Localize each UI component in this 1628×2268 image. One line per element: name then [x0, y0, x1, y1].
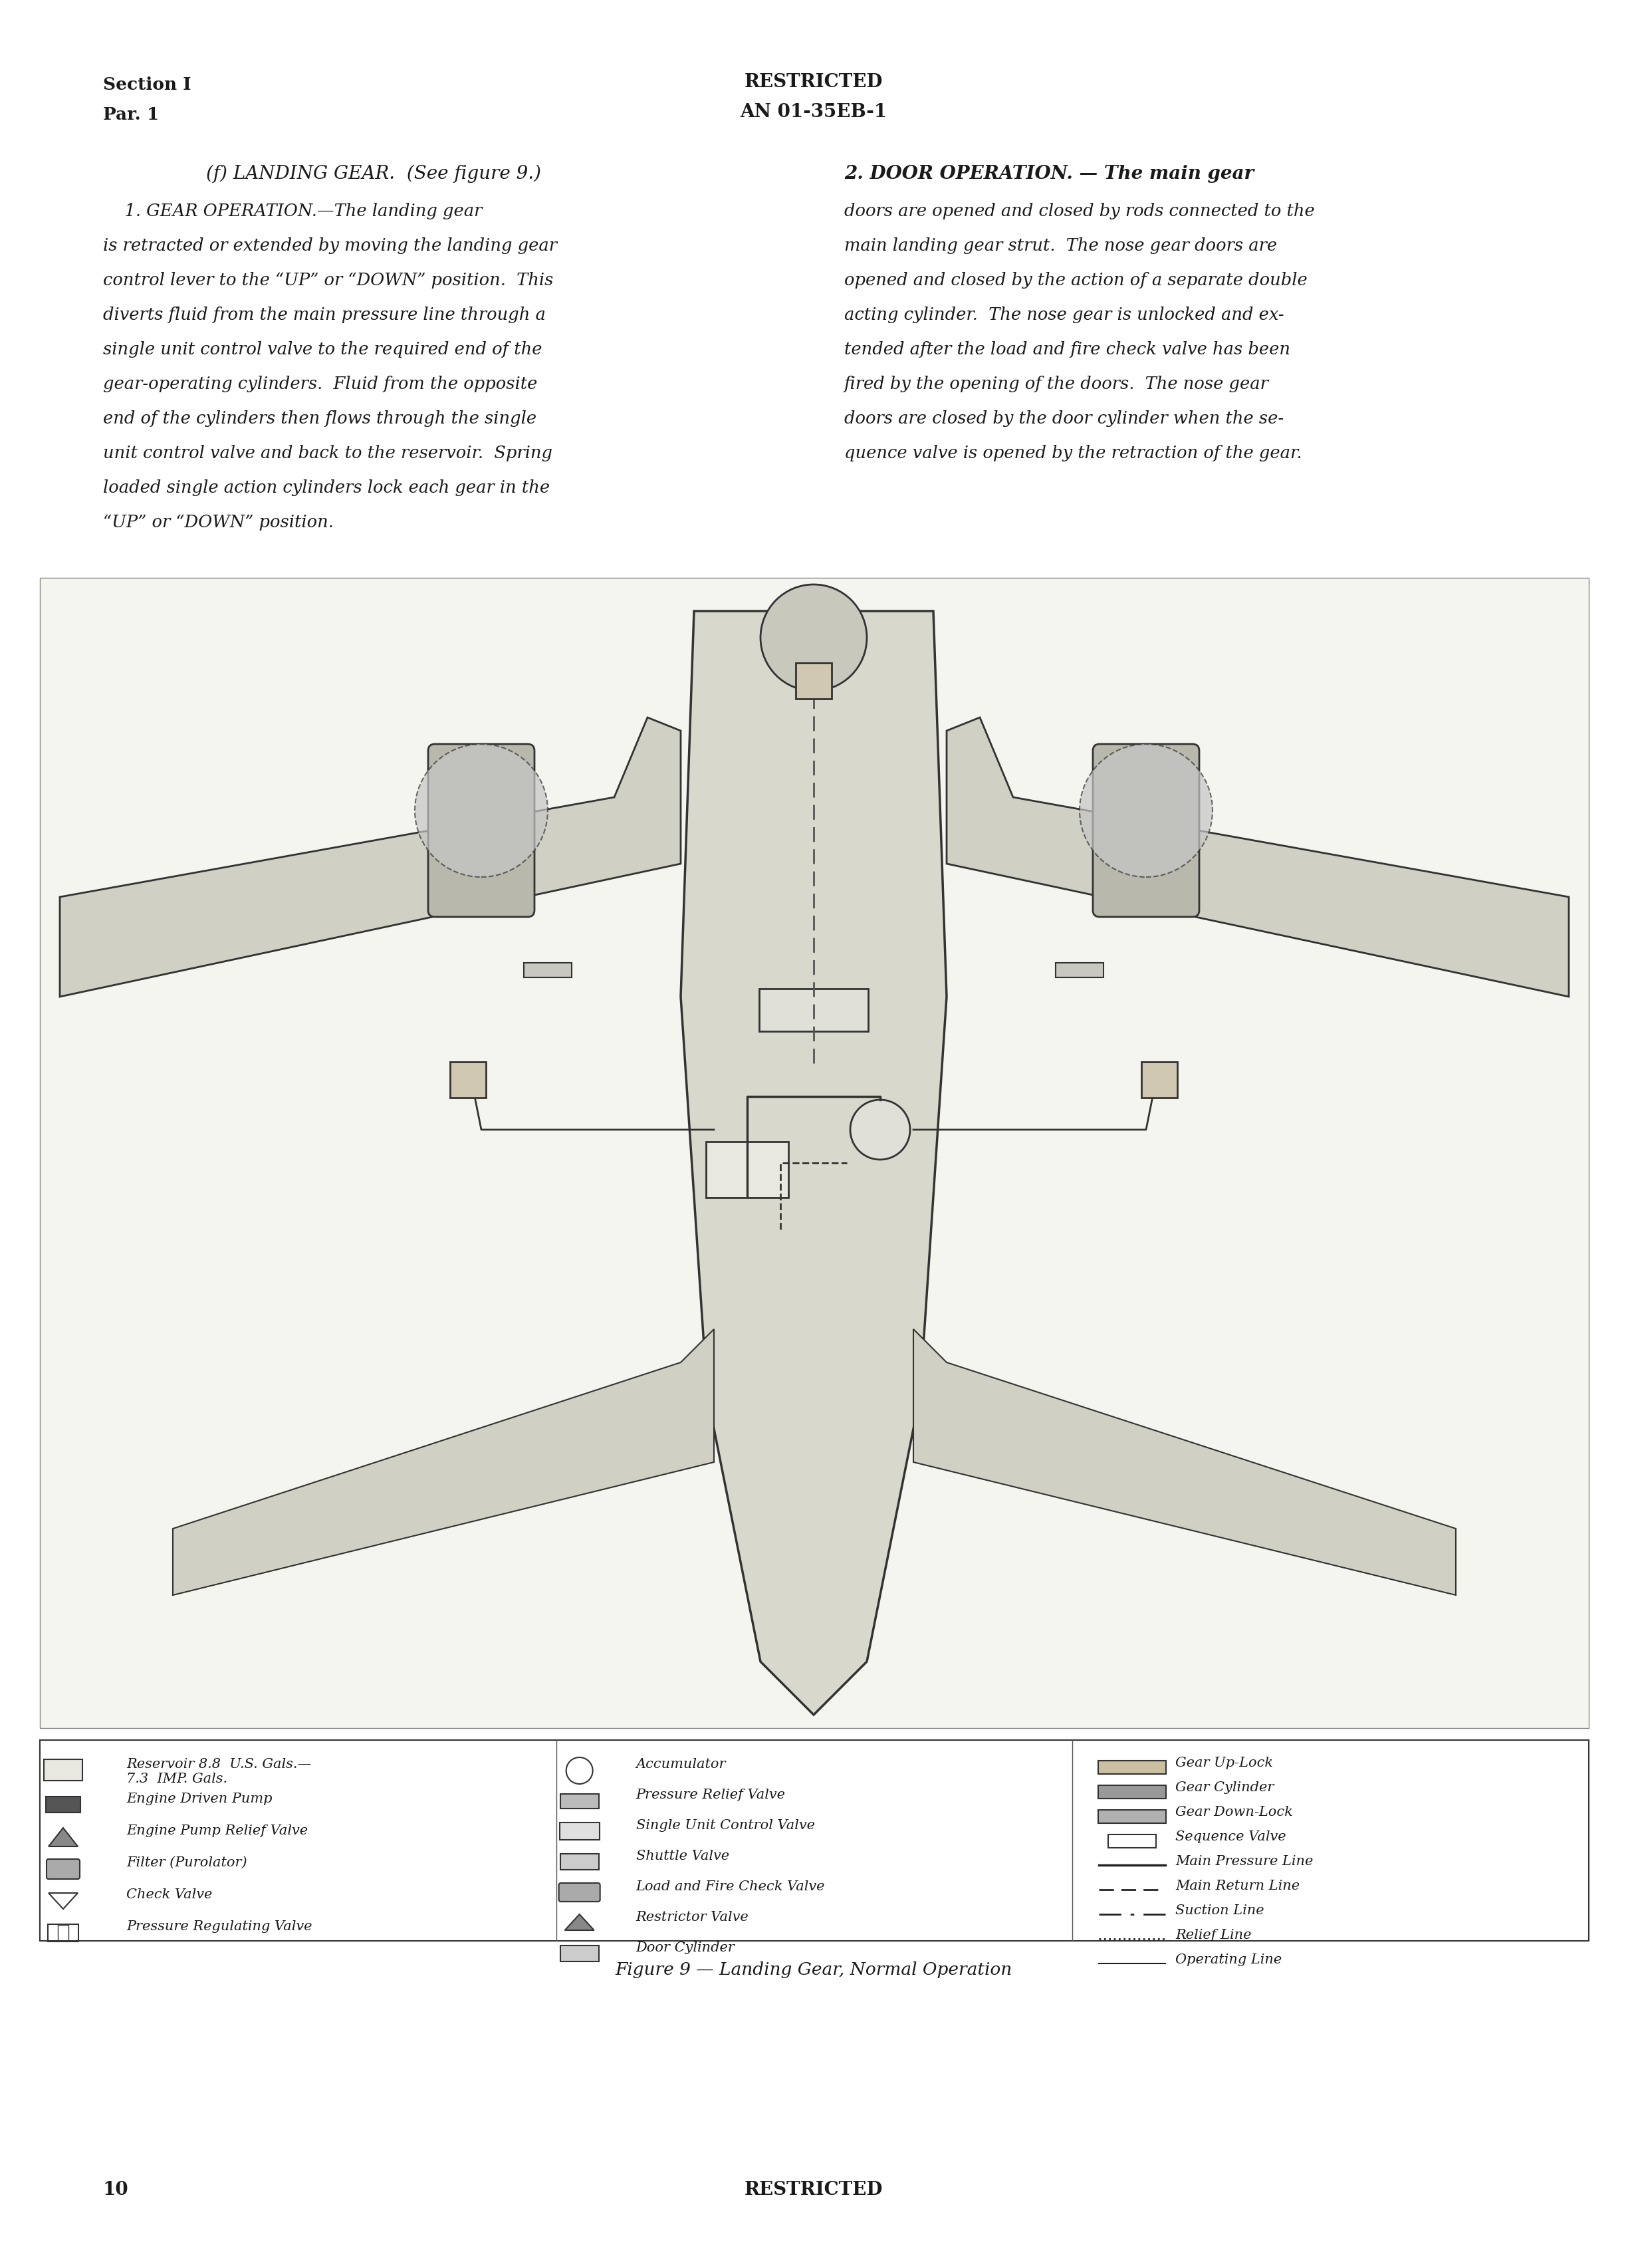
Text: AN 01-35EB-1: AN 01-35EB-1 [741, 102, 887, 120]
Text: 1. GEAR OPERATION.—The landing gear: 1. GEAR OPERATION.—The landing gear [103, 202, 482, 220]
Text: 10: 10 [103, 2180, 129, 2198]
Text: Check Valve: Check Valve [127, 1887, 212, 1901]
Text: unit control valve and back to the reservoir.  Spring: unit control valve and back to the reser… [103, 445, 552, 460]
Text: Section I: Section I [103, 77, 190, 93]
Polygon shape [913, 1329, 1455, 1594]
Text: quence valve is opened by the retraction of the gear.: quence valve is opened by the retraction… [845, 445, 1302, 460]
FancyBboxPatch shape [1092, 744, 1200, 916]
Polygon shape [946, 719, 1569, 998]
Text: RESTRICTED: RESTRICTED [744, 73, 882, 91]
Text: Accumulator: Accumulator [637, 1758, 726, 1769]
FancyBboxPatch shape [46, 1796, 80, 1812]
Text: Gear Up-Lock: Gear Up-Lock [1175, 1755, 1273, 1769]
Circle shape [760, 585, 866, 692]
Text: Suction Line: Suction Line [1175, 1903, 1265, 1916]
Polygon shape [565, 1914, 594, 1930]
Polygon shape [681, 612, 946, 1715]
Text: Main Return Line: Main Return Line [1175, 1880, 1299, 1892]
FancyBboxPatch shape [1099, 1785, 1166, 1799]
Text: (f) LANDING GEAR.  (See figure 9.): (f) LANDING GEAR. (See figure 9.) [207, 166, 540, 184]
Text: Door Cylinder: Door Cylinder [637, 1941, 734, 1953]
Polygon shape [49, 1828, 78, 1846]
Text: end of the cylinders then flows through the single: end of the cylinders then flows through … [103, 411, 537, 426]
Bar [39, 1740, 1589, 1941]
FancyBboxPatch shape [1099, 1760, 1166, 1774]
Text: doors are closed by the door cylinder when the se-: doors are closed by the door cylinder wh… [845, 411, 1284, 426]
Text: Pressure Regulating Valve: Pressure Regulating Valve [127, 1919, 313, 1932]
Text: loaded single action cylinders lock each gear in the: loaded single action cylinders lock each… [103, 479, 550, 497]
Text: Engine Driven Pump: Engine Driven Pump [127, 1792, 272, 1805]
Text: main landing gear strut.  The nose gear doors are: main landing gear strut. The nose gear d… [845, 238, 1276, 254]
FancyBboxPatch shape [428, 744, 534, 916]
FancyBboxPatch shape [44, 1760, 83, 1780]
Text: Par. 1: Par. 1 [103, 107, 160, 122]
Text: Reservoir 8.8  U.S. Gals.—
7.3  IMP. Gals.: Reservoir 8.8 U.S. Gals.— 7.3 IMP. Gals. [127, 1758, 311, 1785]
FancyBboxPatch shape [560, 1853, 599, 1869]
Text: single unit control valve to the required end of the: single unit control valve to the require… [103, 340, 542, 358]
Text: Single Unit Control Valve: Single Unit Control Valve [637, 1819, 814, 1830]
Text: gear-operating cylinders.  Fluid from the opposite: gear-operating cylinders. Fluid from the… [103, 376, 537, 392]
FancyBboxPatch shape [524, 964, 571, 978]
Text: Gear Cylinder: Gear Cylinder [1175, 1780, 1275, 1794]
Text: Figure 9 — Landing Gear, Normal Operation: Figure 9 — Landing Gear, Normal Operatio… [615, 1962, 1013, 1978]
Text: RESTRICTED: RESTRICTED [744, 2180, 882, 2198]
FancyBboxPatch shape [1055, 964, 1104, 978]
Text: Restrictor Valve: Restrictor Valve [637, 1910, 749, 1923]
FancyBboxPatch shape [1141, 1061, 1177, 1098]
Text: Sequence Valve: Sequence Valve [1175, 1830, 1286, 1842]
FancyBboxPatch shape [560, 1946, 599, 1962]
FancyBboxPatch shape [1099, 1810, 1166, 1823]
FancyBboxPatch shape [560, 1794, 599, 1808]
FancyBboxPatch shape [47, 1860, 80, 1880]
FancyBboxPatch shape [759, 989, 868, 1032]
Text: Shuttle Valve: Shuttle Valve [637, 1848, 729, 1862]
Text: control lever to the “UP” or “DOWN” position.  This: control lever to the “UP” or “DOWN” posi… [103, 272, 554, 288]
Text: Pressure Relief Valve: Pressure Relief Valve [637, 1787, 786, 1801]
FancyBboxPatch shape [707, 1143, 788, 1198]
Text: diverts fluid from the main pressure line through a: diverts fluid from the main pressure lin… [103, 306, 545, 322]
Text: Relief Line: Relief Line [1175, 1928, 1252, 1941]
Polygon shape [173, 1329, 715, 1594]
Text: opened and closed by the action of a separate double: opened and closed by the action of a sep… [845, 272, 1307, 288]
Text: acting cylinder.  The nose gear is unlocked and ex-: acting cylinder. The nose gear is unlock… [845, 306, 1284, 322]
Text: Load and Fire Check Valve: Load and Fire Check Valve [637, 1880, 825, 1892]
Circle shape [415, 744, 547, 878]
Circle shape [1079, 744, 1213, 878]
Text: Engine Pump Relief Valve: Engine Pump Relief Valve [127, 1823, 308, 1837]
FancyBboxPatch shape [560, 1823, 599, 1839]
Circle shape [850, 1100, 910, 1159]
Text: tended after the load and fire check valve has been: tended after the load and fire check val… [845, 340, 1291, 358]
Text: Filter (Purolator): Filter (Purolator) [127, 1855, 247, 1869]
FancyBboxPatch shape [449, 1061, 485, 1098]
FancyBboxPatch shape [796, 662, 832, 699]
Text: Operating Line: Operating Line [1175, 1953, 1281, 1966]
Text: doors are opened and closed by rods connected to the: doors are opened and closed by rods conn… [845, 202, 1315, 220]
Text: fired by the opening of the doors.  The nose gear: fired by the opening of the doors. The n… [845, 376, 1268, 392]
Polygon shape [60, 719, 681, 998]
Text: “UP” or “DOWN” position.: “UP” or “DOWN” position. [103, 515, 334, 531]
Text: Main Pressure Line: Main Pressure Line [1175, 1855, 1314, 1867]
Text: is retracted or extended by moving the landing gear: is retracted or extended by moving the l… [103, 238, 557, 254]
Text: 2. DOOR OPERATION. — The main gear: 2. DOOR OPERATION. — The main gear [845, 166, 1254, 184]
FancyBboxPatch shape [39, 578, 1589, 1728]
Text: Gear Down-Lock: Gear Down-Lock [1175, 1805, 1293, 1819]
FancyBboxPatch shape [558, 1882, 601, 1903]
